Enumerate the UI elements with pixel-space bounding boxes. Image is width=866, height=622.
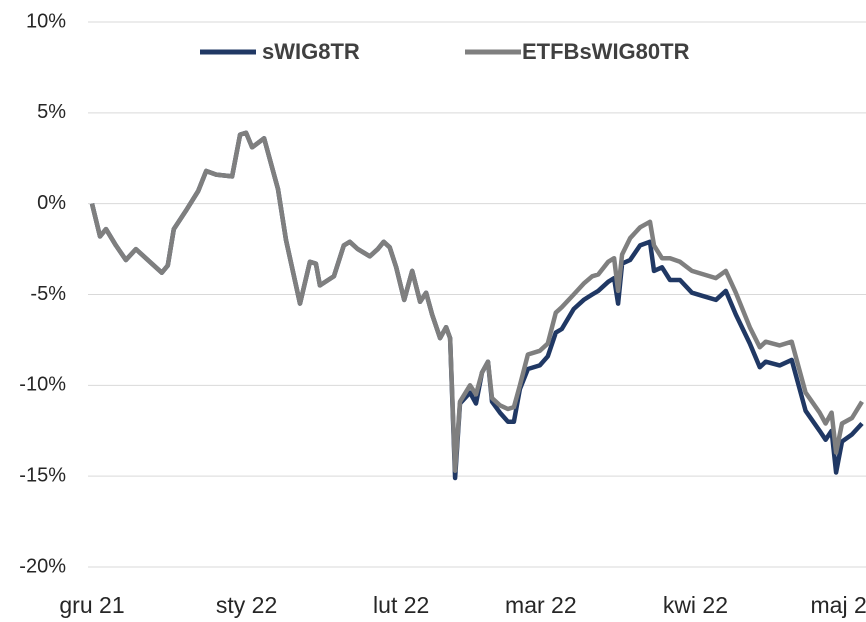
y-tick-label: -20% [19,555,66,577]
series-line [89,130,864,481]
x-tick-label: sty 22 [216,592,277,618]
legend-label: sWIG8TR [262,39,360,64]
x-tick-label: kwi 22 [663,592,728,618]
y-tick-label: -10% [19,374,66,396]
x-tick-label: maj 22 [811,592,866,618]
y-tick-label: -15% [19,464,66,486]
y-tick-label: 10% [26,10,66,32]
y-tick-label: -5% [30,283,66,305]
series-line [89,130,864,473]
x-tick-label: gru 21 [59,592,124,618]
y-tick-label: 0% [37,192,66,214]
x-tick-label: lut 22 [373,592,429,618]
y-tick-label: 5% [37,101,66,123]
x-tick-label: mar 22 [505,592,577,618]
legend-label: ETFBsWIG80TR [522,39,690,64]
